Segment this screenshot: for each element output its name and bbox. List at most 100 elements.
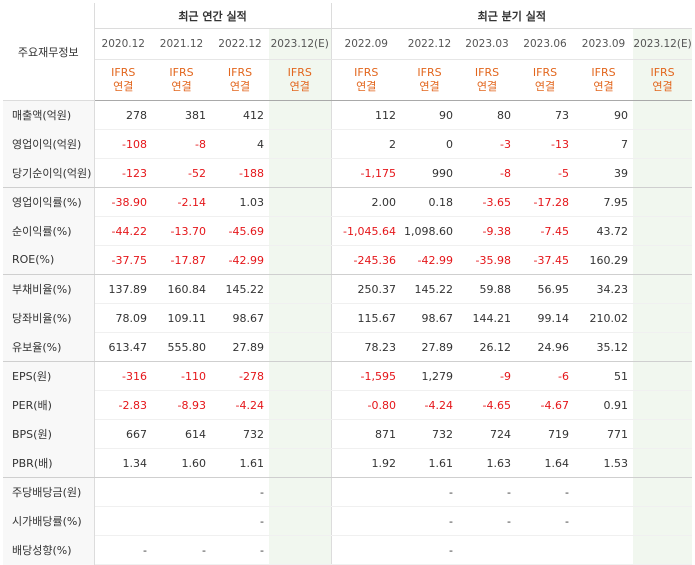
table-row: 당기순이익(억원) -123 -52 -188 -1,175 990 -8 -5 39: [3, 158, 693, 188]
table-cell: -0.80: [331, 390, 402, 420]
table-cell: 73: [516, 100, 575, 130]
table-cell: 99.14: [516, 303, 575, 333]
table-cell: 24.96: [516, 332, 575, 362]
table-cell: 1.53: [574, 448, 634, 478]
period-header: 2023.09: [574, 28, 634, 60]
table-cell: [269, 245, 332, 275]
table-cell: -38.90: [94, 187, 152, 217]
table-cell: [633, 535, 693, 565]
table-cell: 771: [574, 419, 634, 449]
table-cell: 1.61: [211, 448, 269, 478]
row-label: 당좌비율(%): [3, 303, 95, 333]
row-label: 순이익률(%): [3, 216, 95, 246]
ifrs-label: IFRS: [354, 66, 379, 79]
table-cell: 719: [516, 419, 575, 449]
table-cell: 732: [211, 419, 269, 449]
table-cell: [574, 506, 634, 536]
table-cell: 98.67: [211, 303, 269, 333]
table-cell: 34.23: [574, 274, 634, 304]
table-cell: 80: [458, 100, 517, 130]
table-cell: -7.45: [516, 216, 575, 246]
table-row: 순이익률(%) -44.22 -13.70 -45.69 -1,045.64 1,098.…: [3, 216, 693, 246]
row-label: 배당성향(%): [3, 535, 95, 565]
table-cell: [152, 506, 211, 536]
table-cell: [331, 477, 402, 507]
table-cell: -52: [152, 158, 211, 188]
table-cell: [269, 100, 332, 130]
row-label: 부채비율(%): [3, 274, 95, 304]
table-cell: 667: [94, 419, 152, 449]
table-cell: [331, 506, 402, 536]
table-cell: 0.18: [401, 187, 459, 217]
table-cell: -8.93: [152, 390, 211, 420]
table-cell: 27.89: [401, 332, 459, 362]
table-cell: [633, 506, 693, 536]
table-cell: [269, 274, 332, 304]
period-header: 2020.12: [94, 28, 152, 60]
table-cell: -8: [458, 158, 517, 188]
table-cell: 990: [401, 158, 459, 188]
table-cell: 39: [574, 158, 634, 188]
table-cell: [94, 477, 152, 507]
table-row: 영업이익(억원) -108 -8 4 2 0 -3 -13 7: [3, 129, 693, 159]
period-header: 2023.12(E): [633, 28, 693, 60]
table-cell: -8: [152, 129, 211, 159]
table-cell: -245.36: [331, 245, 402, 275]
row-label: BPS(원): [3, 419, 95, 449]
standard-header: IFRS 연결: [458, 59, 517, 101]
table-cell: 1.60: [152, 448, 211, 478]
table-cell: -17.28: [516, 187, 575, 217]
table-cell: [633, 274, 693, 304]
table-cell: 613.47: [94, 332, 152, 362]
table-cell: [633, 390, 693, 420]
consolidated-label: 연결: [476, 80, 498, 93]
table-row: ROE(%) -37.75 -17.87 -42.99 -245.36 -42.99 -35…: [3, 245, 693, 275]
table-cell: [269, 390, 332, 420]
standard-header: IFRS 연결: [516, 59, 575, 101]
table-row: 부채비율(%) 137.89 160.84 145.22 250.37 145.22 59.…: [3, 274, 693, 304]
row-label: EPS(원): [3, 361, 95, 391]
table-cell: -: [516, 506, 575, 536]
table-cell: -44.22: [94, 216, 152, 246]
table-cell: -42.99: [211, 245, 269, 275]
row-label: 주당배당금(원): [3, 477, 95, 507]
table-cell: -42.99: [401, 245, 459, 275]
table-cell: 35.12: [574, 332, 634, 362]
table-cell: -: [152, 535, 211, 565]
table-cell: -108: [94, 129, 152, 159]
table-body: 매출액(억원) 278 381 412 112 90 80 73 90 영업이익(억원) -108-…: [3, 100, 693, 565]
table-cell: [269, 419, 332, 449]
table-cell: -: [211, 477, 269, 507]
table-cell: 7.95: [574, 187, 634, 217]
table-cell: 78.23: [331, 332, 402, 362]
standard-header: IFRS 연결: [633, 59, 693, 101]
table-cell: [458, 535, 517, 565]
consolidated-label: 연결: [534, 80, 556, 93]
table-cell: [633, 100, 693, 130]
consolidated-label: 연결: [171, 80, 192, 93]
table-cell: [633, 245, 693, 275]
table-row: PER(배) -2.83 -8.93 -4.24 -0.80 -4.24 -4.65 -4.6…: [3, 390, 693, 420]
table-row: 주당배당금(원) - - - -: [3, 477, 693, 507]
table-cell: [269, 506, 332, 536]
table-row: EPS(원) -316 -110 -278 -1,595 1,279 -9 -6 51: [3, 361, 693, 391]
table-cell: -13.70: [152, 216, 211, 246]
table-cell: 27.89: [211, 332, 269, 362]
table-cell: 871: [331, 419, 402, 449]
table-cell: [633, 448, 693, 478]
table-cell: [269, 535, 332, 565]
standard-header-row: IFRS 연결 IFRS 연결 IFRS 연결 IFRS 연결 IFRS 연결 IFRS 연결 IFRS…: [3, 59, 693, 101]
ifrs-label: IFRS: [287, 66, 312, 79]
table-cell: -3.65: [458, 187, 517, 217]
table-cell: [269, 158, 332, 188]
table-cell: 1.64: [516, 448, 575, 478]
table-cell: [269, 129, 332, 159]
table-cell: [633, 361, 693, 391]
table-cell: -17.87: [152, 245, 211, 275]
ifrs-label: IFRS: [417, 66, 442, 79]
table-cell: 115.67: [331, 303, 402, 333]
table-row: 배당성향(%) - - - -: [3, 535, 693, 565]
table-cell: [269, 216, 332, 246]
table-cell: 732: [401, 419, 459, 449]
consolidated-label: 연결: [113, 80, 134, 93]
